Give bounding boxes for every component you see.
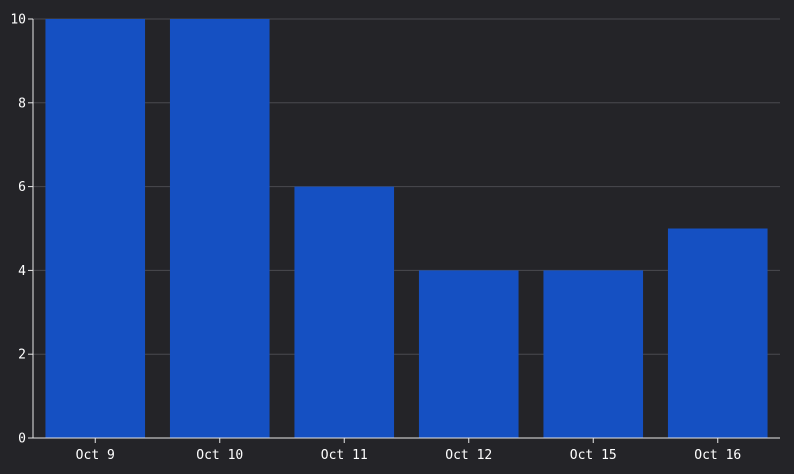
y-tick-label: 6 [18, 180, 26, 195]
y-tick-labels: 0 2 4 6 8 10 [10, 13, 26, 447]
bars [45, 19, 768, 438]
y-tick-label: 8 [18, 96, 26, 111]
x-tick-label: Oct 15 [570, 448, 617, 463]
bar [45, 19, 146, 438]
x-tick-label: Oct 11 [321, 448, 368, 463]
x-tick-label: Oct 9 [76, 448, 115, 463]
bar [294, 186, 395, 438]
bar [543, 270, 644, 438]
x-tick-labels: Oct 9 Oct 10 Oct 11 Oct 12 Oct 15 Oct 16 [76, 448, 742, 463]
bar [667, 228, 768, 438]
y-tick-label: 0 [18, 432, 26, 447]
bar [169, 19, 270, 438]
y-tick-label: 10 [10, 13, 26, 28]
y-tick-label: 2 [18, 348, 26, 363]
x-tick-label: Oct 12 [445, 448, 492, 463]
axes [28, 18, 780, 443]
x-tick-label: Oct 16 [694, 448, 741, 463]
grid-lines [33, 18, 780, 355]
x-tick-label: Oct 10 [196, 448, 243, 463]
bar [418, 270, 519, 438]
y-tick-label: 4 [18, 264, 26, 279]
